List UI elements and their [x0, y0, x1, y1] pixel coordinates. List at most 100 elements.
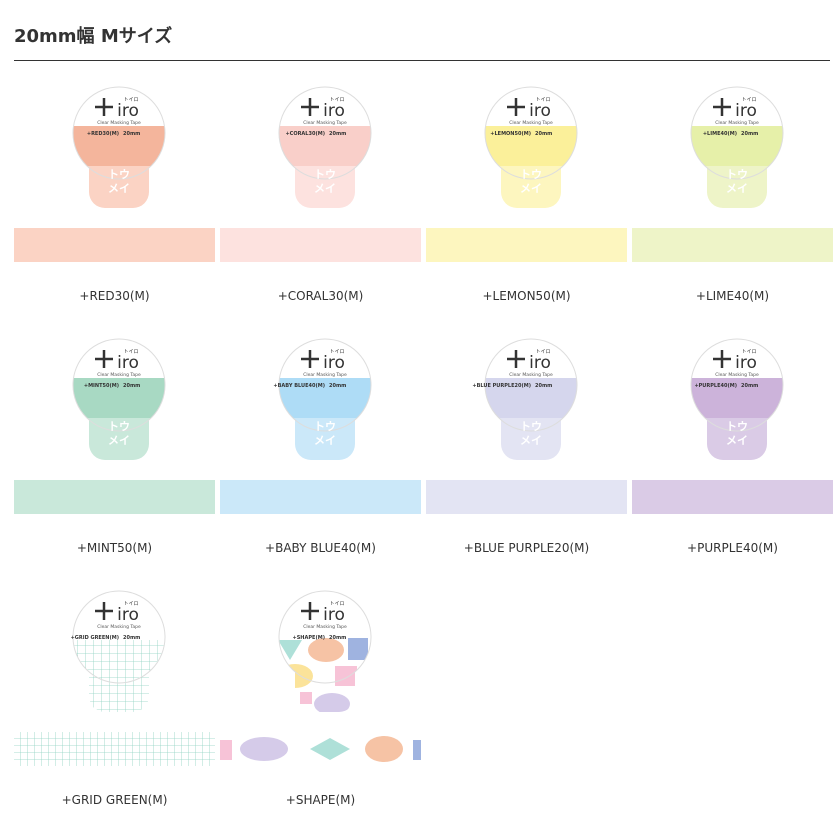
- product-name: +LIME40(M): [695, 289, 770, 303]
- package-body: [73, 339, 165, 460]
- package-label: +BLUE PURPLE20(M): [472, 383, 531, 389]
- product-card: iro トイロ Clear Masking Tape +MINT50(M) 20mm トウ…: [14, 338, 215, 568]
- package-width: 20mm: [123, 383, 140, 389]
- package-label: +LEMON50(M): [490, 131, 531, 137]
- package-label: +MINT50(M): [84, 383, 119, 389]
- shape: [308, 638, 344, 662]
- brand-sub: Clear Masking Tape: [97, 372, 141, 378]
- package-label: +GRID GREEN(M): [71, 635, 119, 641]
- product-card: iro トイロ Clear Masking Tape +GRID GREEN(M) 20…: [14, 590, 215, 820]
- brand-name: iro: [323, 101, 345, 121]
- brand-cross: [95, 602, 113, 620]
- product-name: +PURPLE40(M): [687, 541, 778, 555]
- brand-kana: トイロ: [741, 349, 756, 355]
- clear-text: トウ: [108, 168, 130, 181]
- product-card: iro トイロ Clear Masking Tape +PURPLE40(M) 20mm…: [632, 338, 833, 568]
- brand-name: iro: [117, 353, 139, 373]
- tape-pattern: [220, 736, 421, 762]
- brand-cross: [95, 98, 113, 116]
- package-outline: [278, 86, 372, 180]
- brand-name: iro: [735, 101, 757, 121]
- product-name: +SHAPE(M): [285, 793, 356, 807]
- package-width: 20mm: [329, 635, 346, 641]
- brand-sub: Clear Masking Tape: [715, 120, 759, 126]
- tape-sample: [14, 732, 215, 766]
- clear-text: トウ: [314, 168, 336, 181]
- product-card: iro トイロ Clear Masking Tape +BABY BLUE40(M) 2…: [220, 338, 421, 568]
- product-card: iro トイロ Clear Masking Tape +BLUE PURPLE20(M…: [426, 338, 627, 568]
- package-width: 20mm: [741, 383, 758, 389]
- package-width: 20mm: [535, 131, 552, 137]
- brand-sub: Clear Masking Tape: [303, 372, 347, 378]
- shape: [279, 640, 302, 660]
- brand-sub: Clear Masking Tape: [509, 372, 553, 378]
- shape: [365, 736, 403, 762]
- package-width: 20mm: [741, 131, 758, 137]
- clear-text: メイ: [520, 182, 542, 195]
- shape: [335, 666, 357, 686]
- tape-sample: [632, 480, 833, 514]
- package-body: [485, 87, 577, 208]
- shape: [279, 664, 313, 688]
- package-width: 20mm: [329, 383, 346, 389]
- shape: [300, 692, 312, 704]
- shape: [310, 738, 350, 760]
- tape-grid: [14, 732, 215, 766]
- brand-cross: [95, 350, 113, 368]
- brand-kana: トイロ: [329, 349, 344, 355]
- package-outline: [690, 338, 784, 432]
- brand-sub: Clear Masking Tape: [303, 120, 347, 126]
- package-body: [485, 339, 577, 460]
- package-label: +LIME40(M): [703, 131, 737, 137]
- package-label: +PURPLE40(M): [694, 383, 737, 389]
- package-outline: [484, 86, 578, 180]
- brand-cross: [713, 350, 731, 368]
- shape: [314, 693, 350, 712]
- package-outline: [690, 86, 784, 180]
- package-width: 20mm: [123, 131, 140, 137]
- package-body: [73, 591, 165, 712]
- clear-text: メイ: [726, 182, 748, 195]
- clear-text: メイ: [726, 434, 748, 447]
- clear-text: メイ: [520, 434, 542, 447]
- product-name: +GRID GREEN(M): [61, 793, 168, 807]
- package-grid: [73, 640, 165, 712]
- clear-text: トウ: [520, 420, 542, 433]
- brand-name: iro: [323, 605, 345, 625]
- package-body: [279, 339, 371, 460]
- package-color: [73, 126, 165, 166]
- product-card: iro トイロ Clear Masking Tape +LEMON50(M) 20mm ト…: [426, 86, 627, 316]
- brand-sub: Clear Masking Tape: [509, 120, 553, 126]
- brand-kana: トイロ: [123, 601, 138, 607]
- brand-sub: Clear Masking Tape: [715, 372, 759, 378]
- clear-text: トウ: [726, 168, 748, 181]
- product-card: iro トイロ Clear Masking Tape +CORAL30(M) 20mm ト…: [220, 86, 421, 316]
- package-color: [691, 378, 783, 418]
- brand-cross: [507, 98, 525, 116]
- tape-sample: [426, 480, 627, 514]
- package-label: +BABY BLUE40(M): [273, 383, 325, 389]
- brand-name: iro: [735, 353, 757, 373]
- brand-name: iro: [323, 353, 345, 373]
- package-outline: [72, 86, 166, 180]
- package-color: [485, 378, 577, 418]
- product-name: +MINT50(M): [76, 541, 153, 555]
- package-color: [691, 126, 783, 166]
- product-name: +LEMON50(M): [482, 289, 571, 303]
- tape-sample: [220, 228, 421, 262]
- package-outline: [72, 590, 166, 684]
- brand-sub: Clear Masking Tape: [97, 624, 141, 630]
- brand-kana: トイロ: [329, 601, 344, 607]
- brand-kana: トイロ: [123, 349, 138, 355]
- package-body: [691, 87, 783, 208]
- clear-text: トウ: [314, 420, 336, 433]
- package-color: [73, 378, 165, 418]
